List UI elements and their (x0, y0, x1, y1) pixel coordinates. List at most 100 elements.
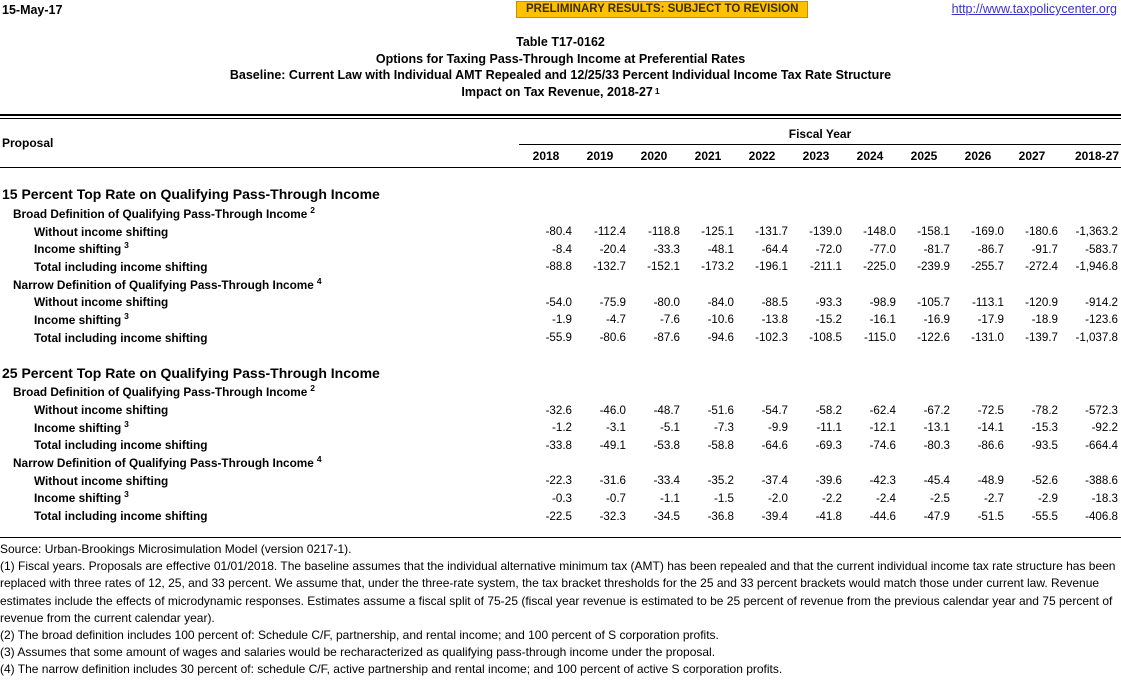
value-cell: -131.0 (971, 331, 1004, 345)
value-cell: -33.3 (653, 242, 680, 256)
row-label: Without income shifting (34, 403, 169, 418)
value-cell: -125.1 (701, 225, 734, 239)
row-label: Income shifting 3 (34, 312, 129, 327)
row-label: Total including income shifting (34, 330, 208, 345)
value-cell: -37.4 (761, 474, 788, 488)
value-cell: -72.0 (815, 242, 842, 256)
value-cell: -45.4 (923, 474, 950, 488)
value-cell: -44.6 (869, 509, 896, 523)
table-row: Total including income shifting -33.8 -49.… (0, 437, 1121, 455)
value-cell: -122.6 (917, 331, 950, 345)
value-cell: -11.1 (816, 421, 842, 435)
value-cell: -1.1 (660, 491, 680, 505)
value-cell: -46.0 (599, 403, 626, 417)
value-cell: -55.9 (545, 331, 572, 345)
value-cell: -105.7 (917, 295, 950, 309)
value-cell: -94.6 (707, 331, 734, 345)
row-label: Without income shifting (34, 295, 169, 310)
col-header-year: 2018-27 (1074, 149, 1119, 163)
value-cell: -39.6 (815, 474, 842, 488)
col-header-year: 2021 (694, 149, 722, 163)
row-label: Total including income shifting (34, 438, 208, 453)
value-cell: -113.1 (971, 295, 1004, 309)
value-cell: -158.1 (917, 225, 950, 239)
value-cell: -80.0 (653, 295, 680, 309)
value-cell: -67.2 (923, 403, 950, 417)
value-cell: -132.7 (593, 260, 626, 274)
value-cell: -2.2 (822, 491, 842, 505)
year-header-row: 2018 2019 2020 2021 2022 2023 2024 2025 2026 2027… (519, 145, 1121, 167)
value-cell: -80.3 (923, 438, 950, 452)
value-cell: -41.8 (815, 509, 842, 523)
table-body: 15 Percent Top Rate on Qualifying Pass-T… (0, 168, 1121, 525)
title-block: Table T17-0162 Options for Taxing Pass-T… (0, 34, 1121, 100)
value-cell: -54.0 (545, 295, 572, 309)
value-cell: -32.6 (545, 403, 572, 417)
value-cell: -664.4 (1085, 438, 1118, 452)
value-cell: -1,363.2 (1075, 225, 1118, 239)
group-label: Narrow Definition of Qualifying Pass-Thr… (13, 456, 322, 471)
footnote: (3) Assumes that some amount of wages an… (0, 645, 716, 660)
report-date: 15-May-17 (2, 3, 63, 17)
value-cell: -1.9 (552, 313, 572, 327)
group-label: Broad Definition of Qualifying Pass-Thro… (13, 385, 316, 400)
value-cell: -388.6 (1085, 474, 1118, 488)
row-label: Income shifting 3 (34, 420, 129, 435)
value-cell: -64.6 (761, 438, 788, 452)
value-cell: -17.9 (977, 313, 1004, 327)
taxpolicycenter-link[interactable]: http://www.taxpolicycenter.org (951, 2, 1117, 16)
value-cell: -112.4 (593, 225, 626, 239)
col-header-year: 2022 (748, 149, 776, 163)
group-row: Broad Definition of Qualifying Pass-Thro… (0, 205, 1121, 223)
value-cell: -88.5 (761, 295, 788, 309)
row-label: Without income shifting (34, 224, 169, 239)
footnote: (1) Fiscal years. Proposals are effectiv… (0, 559, 1116, 625)
value-cell: -1.2 (552, 421, 572, 435)
value-cell: -16.9 (923, 313, 950, 327)
value-cell: -2.7 (984, 491, 1004, 505)
value-cell: -0.3 (552, 491, 572, 505)
value-cell: -72.5 (977, 403, 1004, 417)
col-header-year: 2024 (856, 149, 884, 163)
col-header-proposal: Proposal (2, 136, 54, 150)
value-cell: -34.5 (653, 509, 680, 523)
value-cell: -93.5 (1031, 438, 1058, 452)
value-cell: -2.9 (1038, 491, 1058, 505)
row-label: Without income shifting (34, 473, 169, 488)
value-cell: -173.2 (701, 260, 734, 274)
value-cell: -55.5 (1031, 509, 1058, 523)
value-cell: -92.2 (1091, 421, 1118, 435)
header-top-rule (0, 114, 1121, 119)
col-group-fiscal-year: Fiscal Year (519, 119, 1121, 145)
value-cell: -48.1 (707, 242, 734, 256)
footnotes-block: Source: Urban-Brookings Microsimulation … (0, 541, 1121, 679)
value-cell: -14.1 (977, 421, 1004, 435)
value-cell: -69.3 (815, 438, 842, 452)
group-row: Broad Definition of Qualifying Pass-Thro… (0, 384, 1121, 402)
value-cell: -225.0 (863, 260, 896, 274)
value-cell: -152.1 (647, 260, 680, 274)
value-cell: -272.4 (1025, 260, 1058, 274)
value-cell: -239.9 (917, 260, 950, 274)
value-cell: -86.7 (977, 242, 1004, 256)
value-cell: -48.9 (977, 474, 1004, 488)
value-cell: -58.2 (815, 403, 842, 417)
table-row: Total including income shifting -55.9 -80.… (0, 329, 1121, 347)
group-label: Broad Definition of Qualifying Pass-Thro… (13, 206, 316, 221)
value-cell: -31.6 (599, 474, 626, 488)
value-cell: -7.3 (714, 421, 734, 435)
value-cell: -75.9 (599, 295, 626, 309)
source-note: Source: Urban-Brookings Microsimulation … (0, 542, 352, 556)
value-cell: -32.3 (599, 509, 626, 523)
subtitle-footnote-marker: 1 (654, 85, 660, 96)
value-cell: -33.8 (545, 438, 572, 452)
value-cell: -16.1 (869, 313, 896, 327)
row-label: Income shifting 3 (34, 242, 129, 257)
col-header-year: 2019 (586, 149, 614, 163)
value-cell: -80.4 (545, 225, 572, 239)
footnote: (2) The broad definition includes 100 pe… (0, 628, 719, 643)
value-cell: -80.6 (599, 331, 626, 345)
value-cell: -123.6 (1085, 313, 1118, 327)
section-heading: 25 Percent Top Rate on Qualifying Pass-T… (2, 364, 380, 381)
